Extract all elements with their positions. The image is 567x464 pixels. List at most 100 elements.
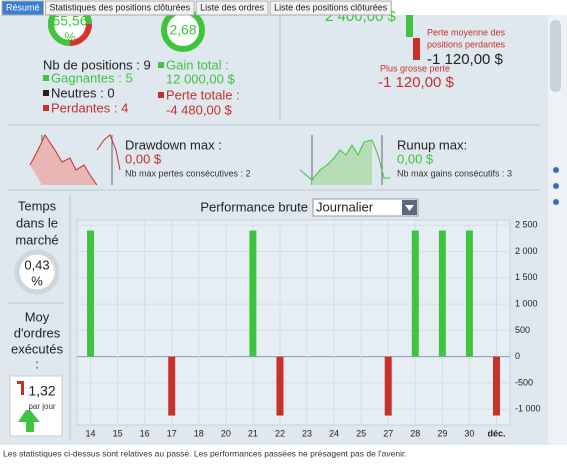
- bar: [168, 356, 176, 416]
- orders-label: :: [35, 356, 39, 371]
- gain-value: 12 000,00 $: [166, 71, 235, 86]
- time-value: 0,43: [24, 257, 49, 272]
- x-tick-label: 21: [248, 428, 258, 438]
- period-select[interactable]: [312, 198, 419, 217]
- scrollbar[interactable]: [548, 15, 567, 445]
- legend-swatch: [158, 62, 164, 68]
- bar: [492, 356, 500, 416]
- y-tick-label: 1 000: [515, 298, 538, 308]
- orders-value: 1,32: [28, 383, 55, 399]
- loss-value: -4 480,00 $: [166, 102, 233, 117]
- footer: Les statistiques ci-dessus sont relative…: [3, 448, 407, 458]
- bar: [87, 230, 95, 357]
- legend-swatch: [158, 92, 164, 98]
- x-tick-label: déc.: [487, 428, 505, 438]
- dot[interactable]: [553, 183, 559, 189]
- tab[interactable]: [269, 0, 392, 16]
- win-unit: %: [64, 29, 76, 44]
- y-tick-label: -500: [515, 377, 533, 387]
- winners: Gagnantes : 5: [51, 70, 133, 85]
- scroll-thumb[interactable]: [550, 20, 561, 92]
- x-tick-label: 27: [383, 428, 393, 438]
- x-tick-label: 15: [113, 428, 123, 438]
- x-tick-label: 14: [86, 428, 96, 438]
- y-tick-label: 2 000: [515, 246, 538, 256]
- time-label: Temps: [18, 198, 57, 213]
- x-tick-label: 23: [302, 428, 312, 438]
- x-tick-label: 18: [194, 428, 204, 438]
- x-tick-label: 17: [167, 428, 177, 438]
- drawdown-line: [29, 133, 121, 186]
- y-tick-label: 500: [515, 325, 530, 335]
- runup-note: Nb max gains consécutifs : 3: [397, 168, 512, 178]
- win-rate: 55,56: [52, 13, 87, 29]
- bar: [411, 230, 419, 357]
- runup-label: Runup max:: [397, 137, 467, 152]
- tab-label[interactable]: Statistiques des positions clôturées: [50, 2, 191, 12]
- time-gauge: [14, 249, 60, 295]
- losers: Perdantes : 4: [51, 100, 128, 115]
- orders-label: d'ordres: [14, 325, 61, 340]
- tab-label[interactable]: Résumé: [6, 2, 40, 12]
- drawdown-area: [30, 135, 97, 185]
- tab-label[interactable]: Liste des positions clôturées: [274, 2, 388, 12]
- avg-loss-bar: [413, 38, 420, 60]
- tab-label[interactable]: Liste des ordres: [200, 2, 265, 12]
- x-tick-label: 29: [437, 428, 447, 438]
- mini-frame: [311, 135, 383, 185]
- y-tick-label: 1 500: [515, 272, 538, 282]
- plot-area: [76, 219, 511, 426]
- tab[interactable]: [45, 0, 195, 16]
- orders-arrow: [18, 410, 40, 432]
- max-loss-label: Plus grosse perte: [380, 63, 450, 73]
- y-tick-label: -1 000: [515, 404, 541, 414]
- legend-swatch: [43, 90, 49, 96]
- select-arrow-icon: [405, 205, 414, 211]
- bar: [384, 356, 392, 416]
- time-unit: %: [31, 273, 43, 288]
- bar: [249, 230, 257, 357]
- x-tick-label: 20: [221, 428, 231, 438]
- avg-gain-bar: [406, 15, 413, 37]
- orders-label: exécutés: [11, 341, 64, 356]
- avg-loss-label: Perte moyenne des: [427, 27, 506, 37]
- dot[interactable]: [553, 167, 559, 173]
- orders-box: [9, 375, 63, 437]
- runup-value: 0,00 $: [397, 151, 434, 166]
- neutral: Neutres : 0: [51, 85, 115, 100]
- x-tick-label: 25: [356, 428, 366, 438]
- ratio: 2,68: [169, 22, 196, 38]
- x-tick-label: 28: [410, 428, 420, 438]
- runup-area: [312, 140, 372, 185]
- drawdown-value: 0,00 $: [125, 151, 162, 166]
- runup-line: [299, 139, 390, 181]
- y-tick-label: 2 500: [515, 220, 538, 230]
- bar: [465, 230, 473, 357]
- tab[interactable]: [1, 0, 45, 16]
- period[interactable]: Journalier: [316, 199, 374, 214]
- x-tick-label: 30: [464, 428, 474, 438]
- time-label: dans le: [16, 215, 58, 230]
- x-tick-label: 16: [140, 428, 150, 438]
- orders-label: Moy: [25, 309, 50, 324]
- max-loss: -1 120,00 $: [378, 74, 455, 91]
- avg-loss-label: positions perdantes: [427, 39, 506, 49]
- x-tick-label: 22: [275, 428, 285, 438]
- time-label: marché: [15, 232, 58, 247]
- legend-swatch: [43, 105, 49, 111]
- bar: [438, 230, 446, 357]
- orders-unit: par jour: [28, 402, 55, 411]
- bar: [276, 356, 284, 416]
- avg-loss: -1 120,00 $: [427, 51, 504, 68]
- y-tick-label: 0: [515, 351, 520, 361]
- positions: Nb de positions : 9: [43, 57, 151, 72]
- x-tick-label: 24: [329, 428, 339, 438]
- loss-label: Perte totale :: [166, 87, 240, 102]
- tab[interactable]: [195, 0, 269, 16]
- legend-swatch: [43, 75, 49, 81]
- dot[interactable]: [553, 199, 559, 205]
- drawdown-note: Nb max pertes consécutives : 2: [125, 168, 251, 178]
- drawdown-label: Drawdown max :: [125, 137, 222, 152]
- chart-title: Performance brute: [200, 199, 308, 214]
